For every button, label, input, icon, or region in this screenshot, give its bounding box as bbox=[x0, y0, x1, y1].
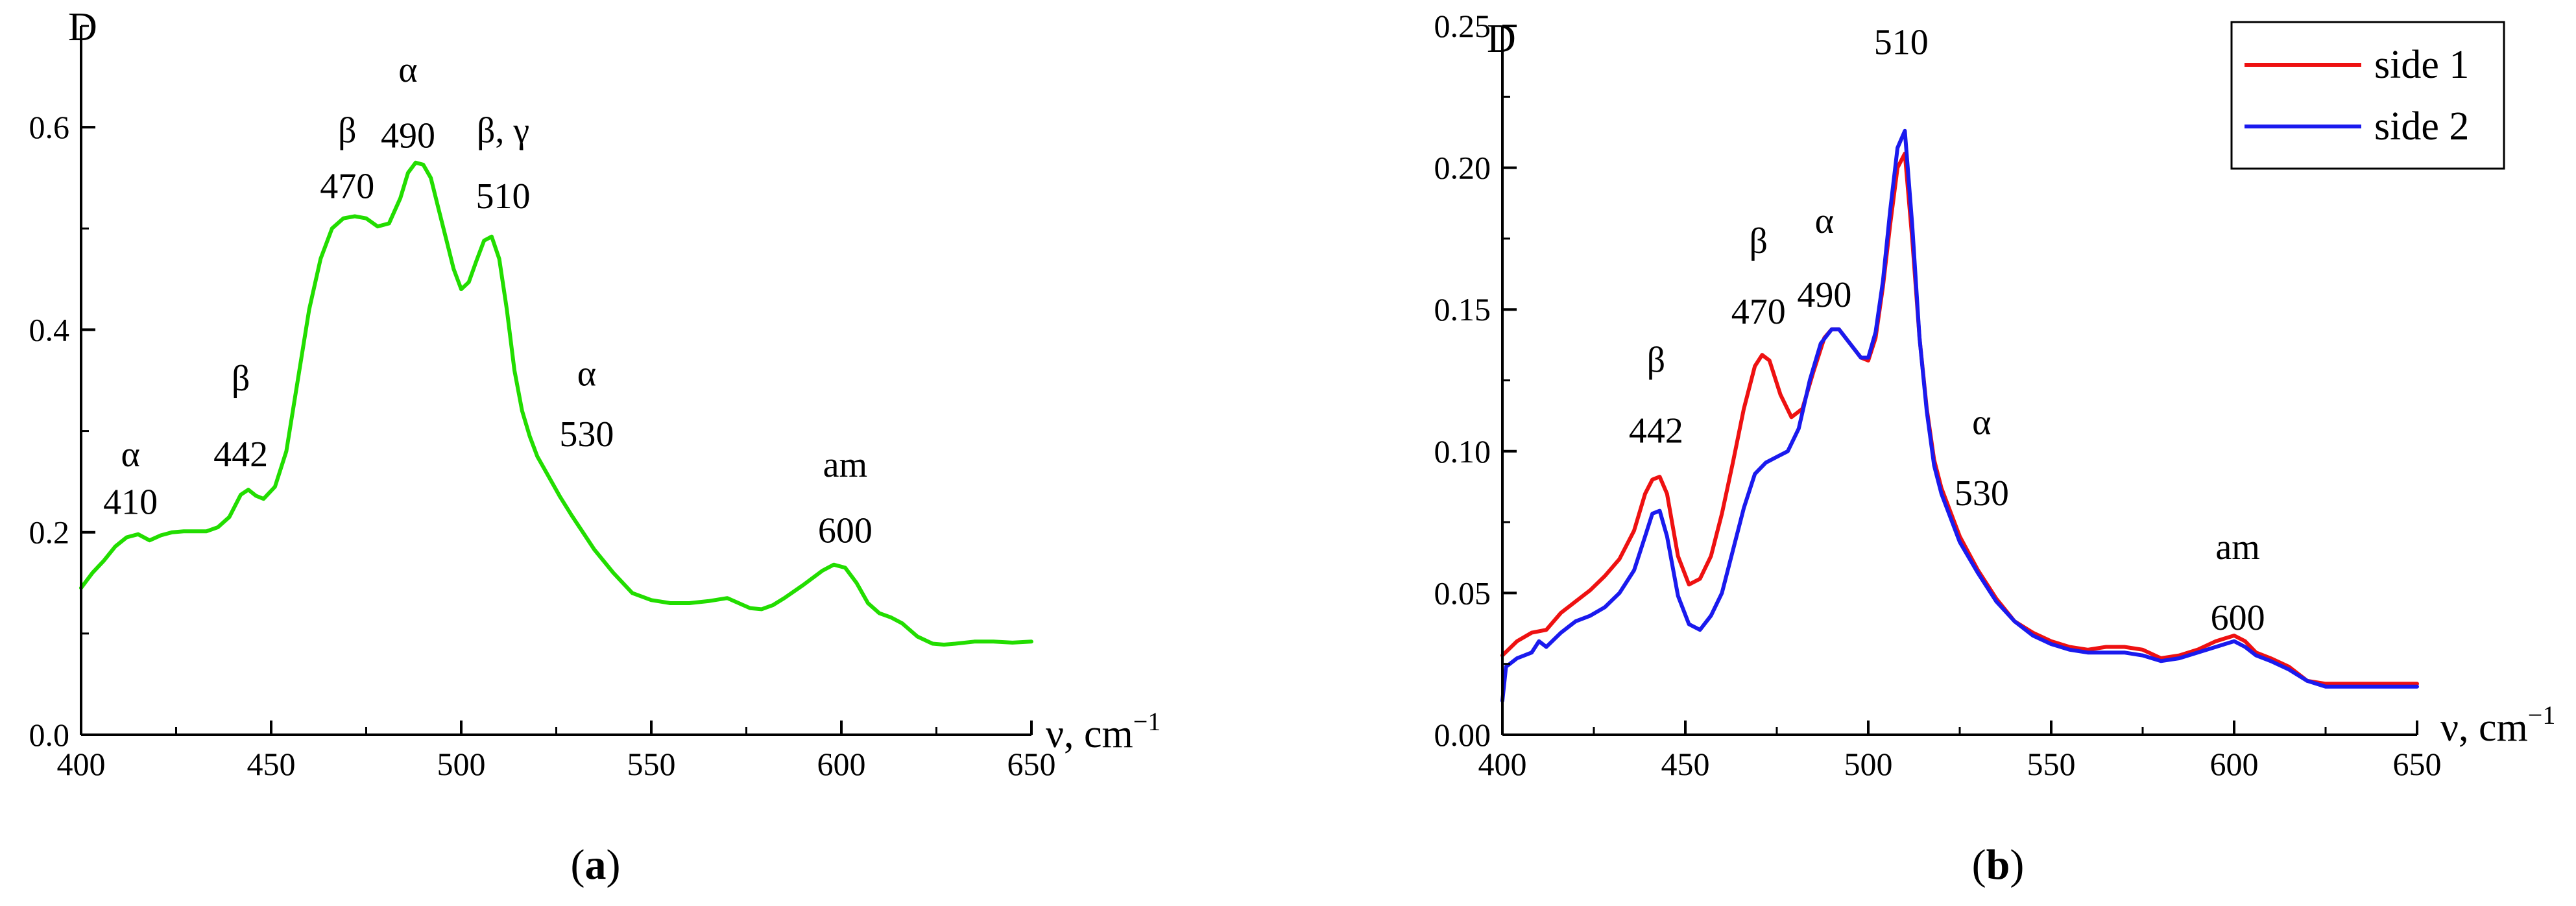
series-group bbox=[1500, 128, 2419, 703]
x-axis-label: ν, cm−1 bbox=[2440, 700, 2555, 750]
legend-label-side-1: side 1 bbox=[2374, 43, 2469, 87]
x-tick-label: 600 bbox=[2210, 746, 2259, 782]
annotation-label: 410 bbox=[103, 483, 158, 523]
y-tick-label: 0.2 bbox=[29, 514, 70, 551]
x-tick-label: 500 bbox=[1844, 746, 1893, 782]
x-tick-label: 650 bbox=[2393, 746, 2442, 782]
annotation-label: 470 bbox=[1731, 292, 1786, 332]
y-tick-label: 0.05 bbox=[1434, 575, 1491, 611]
annotation-label: 510 bbox=[1874, 23, 1929, 63]
annotation-symbol: am bbox=[2215, 527, 2259, 567]
legend-item-side-2: side 2 bbox=[2245, 104, 2469, 149]
annotation-symbol: β bbox=[1647, 340, 1666, 380]
annotations: β442β470α490β510α530am600 bbox=[1629, 23, 2265, 639]
annotation-symbol: α bbox=[1815, 201, 1834, 241]
annotation-symbol: α bbox=[577, 353, 596, 394]
annotation-label: 442 bbox=[1629, 411, 1683, 451]
series-line-side-2 bbox=[1500, 128, 2419, 703]
x-ticks: 400 450 500 550 600 650 bbox=[57, 721, 1056, 782]
annotation-symbol: α bbox=[1972, 403, 1991, 443]
x-ticks: 400 450 500 550 600 650 bbox=[1478, 721, 2442, 782]
y-tick-label: 0.15 bbox=[1434, 291, 1491, 328]
panel-label: (a) bbox=[571, 841, 621, 888]
annotation-symbol: α bbox=[121, 435, 140, 475]
legend: side 1 side 2 bbox=[2230, 21, 2505, 170]
annotation-symbol: β bbox=[232, 359, 250, 399]
x-tick-label: 550 bbox=[2027, 746, 2076, 782]
y-tick-label: 0.25 bbox=[1434, 8, 1491, 44]
y-tick-label: 0.4 bbox=[29, 311, 70, 348]
annotation-label: 600 bbox=[2211, 598, 2265, 638]
annotation-label: 490 bbox=[1797, 275, 1851, 315]
annotation-symbol: α bbox=[398, 50, 417, 90]
y-tick-label: 0.00 bbox=[1434, 717, 1491, 753]
annotation-label: 530 bbox=[1955, 473, 2009, 514]
legend-item-side-1: side 1 bbox=[2245, 43, 2469, 87]
x-tick-label: 400 bbox=[1478, 746, 1527, 782]
annotation-label: 510 bbox=[475, 176, 530, 217]
annotation-label: 470 bbox=[320, 166, 374, 206]
x-axis-label: ν, cm−1 bbox=[1046, 707, 1161, 756]
y-ticks: 0.0 0.2 0.4 0.6 bbox=[29, 25, 95, 753]
panel-label: (b) bbox=[1972, 841, 2025, 888]
annotation-symbol: β bbox=[1750, 221, 1768, 261]
x-tick-label: 450 bbox=[1661, 746, 1710, 782]
x-tick-label: 450 bbox=[247, 746, 296, 782]
annotation-symbol: am bbox=[823, 445, 867, 485]
y-tick-label: 0.0 bbox=[29, 717, 70, 753]
y-axis-label: D bbox=[68, 5, 97, 49]
annotation-label: 600 bbox=[818, 510, 873, 551]
x-tick-label: 650 bbox=[1007, 746, 1056, 782]
annotations: α 410 β 442 β 470 α 490 β, γ 510 α 530 am 600 bbox=[103, 50, 873, 551]
series-line-spectrum bbox=[79, 160, 1033, 647]
legend-label-side-2: side 2 bbox=[2374, 104, 2469, 149]
legend-box bbox=[2230, 21, 2505, 170]
chart-panel-a: 400 450 500 550 600 650 0.0 0.2 0.4 0.6 α 410 β 442… bbox=[29, 5, 1161, 888]
y-tick-label: 0.6 bbox=[29, 109, 70, 145]
y-axis-label: D bbox=[1487, 17, 1516, 61]
y-tick-label: 0.20 bbox=[1434, 150, 1491, 186]
x-tick-label: 550 bbox=[627, 746, 676, 782]
x-tick-label: 600 bbox=[817, 746, 866, 782]
y-tick-label: 0.10 bbox=[1434, 433, 1491, 470]
annotation-label: 530 bbox=[559, 414, 614, 455]
annotation-symbol: β, γ bbox=[477, 111, 529, 151]
chart-panel-b: 400 450 500 550 600 650 0.000.050.100.150.200… bbox=[1434, 8, 2556, 888]
annotation-symbol: β bbox=[338, 111, 357, 151]
y-ticks: 0.00 0.05 0.10 0.15 0.20 0.25 bbox=[1434, 8, 1517, 753]
annotation-label: 442 bbox=[213, 435, 268, 475]
x-tick-label: 500 bbox=[437, 746, 486, 782]
series-group bbox=[79, 160, 1033, 647]
x-tick-label: 400 bbox=[57, 746, 106, 782]
annotation-label: 490 bbox=[381, 115, 435, 156]
